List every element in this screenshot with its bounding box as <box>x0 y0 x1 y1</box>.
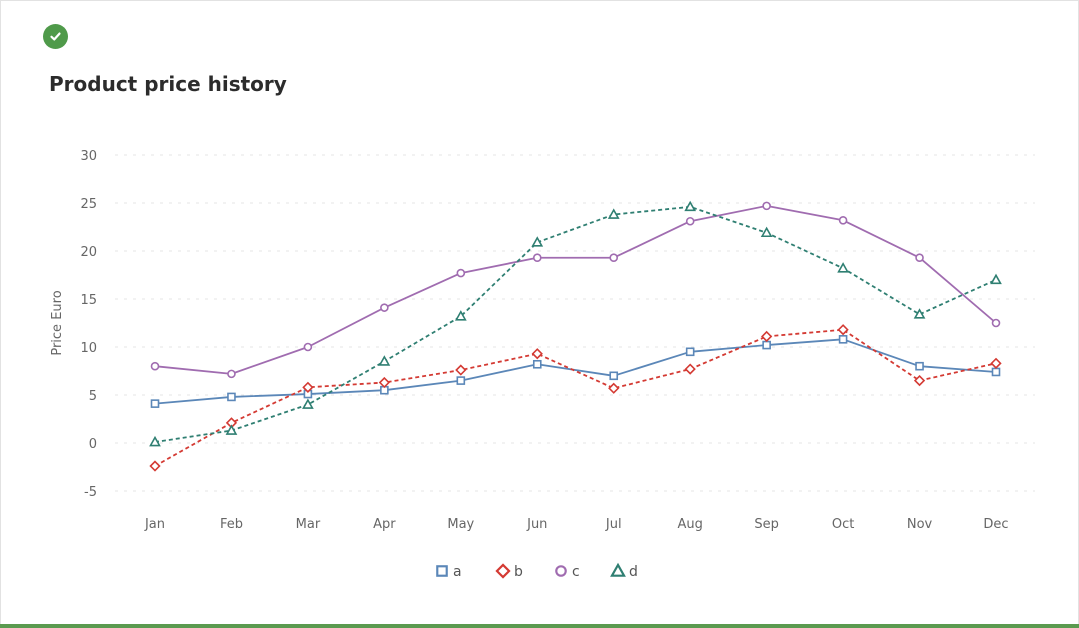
legend-marker-b <box>495 563 511 579</box>
legend-marker-a <box>436 565 448 577</box>
data-point-c <box>380 303 389 312</box>
data-point-d <box>990 273 1002 285</box>
data-point-c <box>685 216 695 226</box>
data-point-d <box>149 435 161 447</box>
y-axis-title: Price Euro <box>50 290 65 355</box>
data-point-d <box>913 308 926 319</box>
data-point-a <box>685 347 695 357</box>
data-point-d <box>607 208 620 219</box>
x-tick-label: Apr <box>373 517 396 532</box>
data-point-a <box>150 399 160 408</box>
x-tick-label: Aug <box>677 517 702 532</box>
data-point-c <box>456 268 466 278</box>
data-point-d <box>760 226 773 238</box>
legend-label-b: b <box>514 564 523 580</box>
data-point-c <box>150 361 160 371</box>
data-point-c <box>991 318 1001 328</box>
y-tick-label: 25 <box>80 197 97 212</box>
data-point-a <box>227 392 236 402</box>
x-tick-label: Oct <box>832 517 854 532</box>
x-tick-label: Jul <box>605 517 622 532</box>
data-point-b <box>684 363 696 375</box>
y-tick-label: -5 <box>84 485 97 500</box>
data-point-b <box>531 348 543 360</box>
data-point-d <box>225 424 238 435</box>
x-tick-label: Nov <box>907 517 933 532</box>
data-point-c <box>532 253 542 263</box>
legend-marker-d <box>610 562 626 577</box>
data-point-b <box>149 460 161 472</box>
data-point-c <box>227 369 236 379</box>
data-point-d <box>378 355 391 366</box>
series-line-b <box>154 328 997 467</box>
data-point-b <box>990 357 1002 369</box>
data-point-b <box>913 374 926 387</box>
chart-title: Product price history <box>49 72 287 96</box>
checkmark-icon <box>50 32 61 41</box>
data-point-b <box>455 364 467 376</box>
data-point-d <box>837 262 849 273</box>
data-point-a <box>456 376 466 385</box>
data-point-d <box>684 200 697 212</box>
y-tick-label: 10 <box>80 341 97 356</box>
data-point-d <box>454 310 467 321</box>
legend-label-d: d <box>629 564 638 580</box>
x-tick-label: Jun <box>526 517 547 532</box>
y-tick-label: 0 <box>89 437 97 452</box>
check-circle-icon <box>43 24 68 49</box>
data-point-a <box>609 371 619 381</box>
data-point-b <box>302 381 314 393</box>
x-tick-label: Sep <box>754 517 779 532</box>
data-point-a <box>838 335 848 344</box>
series-line-a <box>154 338 997 405</box>
series-line-c <box>154 204 997 375</box>
data-point-c <box>838 215 848 225</box>
legend-marker-c <box>555 565 567 577</box>
x-tick-label: May <box>447 517 474 532</box>
data-point-a <box>532 359 542 369</box>
legend-label-a: a <box>453 564 462 580</box>
data-point-c <box>609 253 619 263</box>
data-point-d <box>302 398 314 409</box>
data-point-b <box>608 382 620 394</box>
x-tick-label: Feb <box>220 517 243 532</box>
legend-label-c: c <box>572 564 580 580</box>
x-tick-label: Jan <box>144 517 165 532</box>
x-tick-label: Mar <box>296 517 321 532</box>
data-point-a <box>762 340 771 350</box>
y-tick-label: 30 <box>80 149 97 164</box>
data-point-a <box>991 367 1001 377</box>
data-point-b <box>378 376 390 389</box>
data-point-d <box>531 236 544 247</box>
y-tick-label: 15 <box>80 293 97 308</box>
bottom-accent-bar <box>0 624 1079 628</box>
data-point-a <box>915 361 924 371</box>
data-point-c <box>915 253 924 263</box>
y-tick-label: 20 <box>80 245 97 260</box>
data-point-c <box>303 342 313 352</box>
data-point-b <box>761 330 773 343</box>
data-point-b <box>837 324 849 336</box>
data-point-c <box>762 201 771 211</box>
series-line-d <box>154 205 997 443</box>
y-tick-label: 5 <box>89 389 97 404</box>
x-tick-label: Dec <box>983 517 1008 532</box>
